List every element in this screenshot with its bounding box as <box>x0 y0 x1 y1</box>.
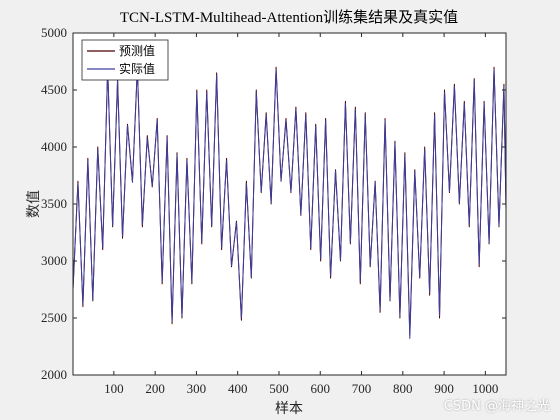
y-tick-label: 3500 <box>41 196 67 211</box>
x-tick-label: 100 <box>104 381 124 396</box>
legend-label-actual: 实际值 <box>119 61 155 76</box>
legend-label-predicted: 预测值 <box>119 43 155 58</box>
x-tick-label: 1000 <box>472 381 498 396</box>
x-tick-label: 300 <box>187 381 207 396</box>
y-ticks: 2000 2500 3000 3500 4000 4500 5000 <box>41 25 506 382</box>
x-ticks: 100 200 300 400 500 600 700 800 900 1000 <box>104 33 498 396</box>
x-tick-label: 900 <box>434 381 454 396</box>
legend[interactable]: 预测值 实际值 <box>81 39 169 81</box>
y-tick-label: 2000 <box>41 367 67 382</box>
x-tick-label: 200 <box>145 381 165 396</box>
x-tick-label: 600 <box>311 381 331 396</box>
y-tick-label: 5000 <box>41 25 67 40</box>
x-tick-label: 500 <box>269 381 289 396</box>
y-axis-label: 数值 <box>26 190 42 218</box>
x-axis-label: 样本 <box>275 401 303 417</box>
series-layer <box>72 66 507 340</box>
y-tick-label: 3000 <box>41 253 67 268</box>
watermark-text: CSDN @海神之光 <box>443 399 550 414</box>
plot-area <box>73 33 506 375</box>
legend-box <box>81 39 169 81</box>
series-line-actual <box>72 67 507 340</box>
x-tick-label: 400 <box>228 381 248 396</box>
y-tick-label: 4000 <box>41 139 67 154</box>
x-tick-label: 800 <box>393 381 413 396</box>
chart-title: TCN-LSTM-Multihead-Attention训练集结果及真实值 <box>120 8 458 26</box>
y-tick-label: 2500 <box>41 310 67 325</box>
y-tick-label: 4500 <box>41 82 67 97</box>
x-tick-label: 700 <box>352 381 372 396</box>
